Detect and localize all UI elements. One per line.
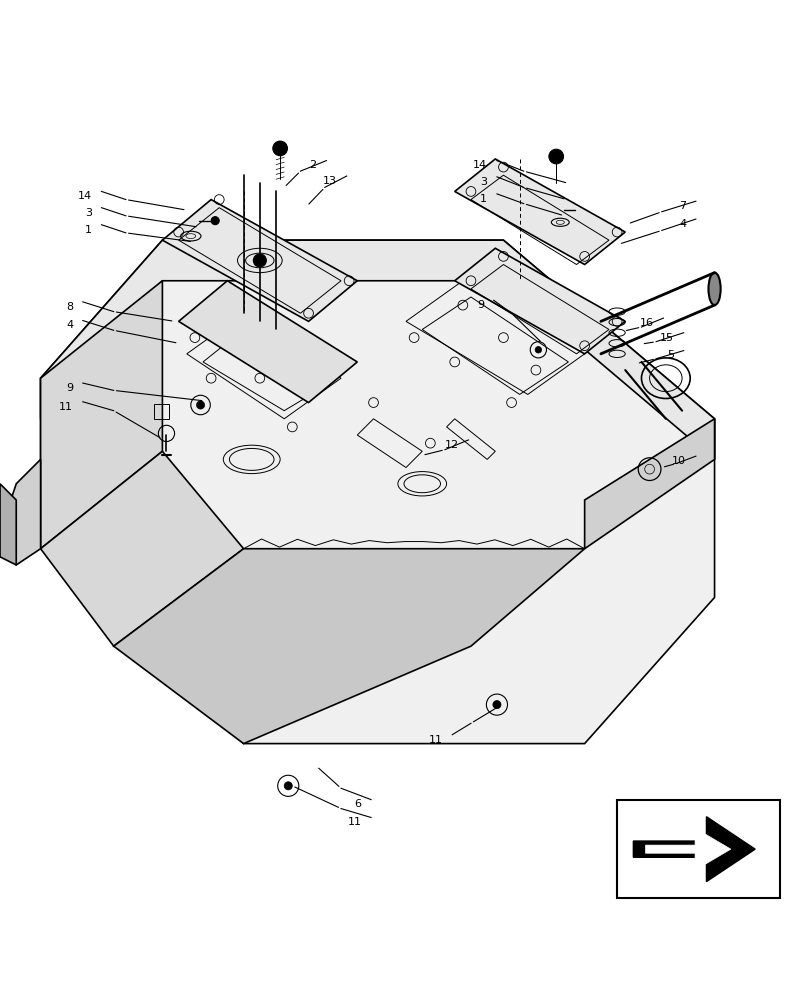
Bar xyxy=(616,800,779,898)
Text: 1: 1 xyxy=(479,194,487,204)
Polygon shape xyxy=(114,549,584,744)
Text: 14: 14 xyxy=(78,191,92,201)
Text: 6: 6 xyxy=(354,799,361,809)
Text: 4: 4 xyxy=(66,320,73,330)
Polygon shape xyxy=(0,459,41,565)
Ellipse shape xyxy=(707,273,720,305)
Text: 7: 7 xyxy=(678,201,685,211)
Text: 2: 2 xyxy=(309,160,316,170)
Bar xyxy=(154,404,169,419)
Circle shape xyxy=(196,401,204,409)
Circle shape xyxy=(492,701,500,709)
Circle shape xyxy=(284,782,292,790)
Text: 9: 9 xyxy=(66,383,73,393)
Text: 4: 4 xyxy=(678,219,685,229)
Circle shape xyxy=(272,141,287,156)
Circle shape xyxy=(548,149,563,164)
Text: 11: 11 xyxy=(59,402,73,412)
Text: 1: 1 xyxy=(84,225,92,235)
Polygon shape xyxy=(41,281,162,549)
Circle shape xyxy=(253,254,266,267)
Text: 12: 12 xyxy=(444,440,458,450)
Text: 3: 3 xyxy=(479,177,487,187)
Text: 10: 10 xyxy=(672,456,685,466)
Polygon shape xyxy=(645,828,730,870)
Polygon shape xyxy=(0,484,16,565)
Polygon shape xyxy=(162,200,357,321)
Polygon shape xyxy=(41,451,243,646)
Text: 15: 15 xyxy=(659,333,673,343)
Polygon shape xyxy=(41,240,714,744)
Text: 3: 3 xyxy=(84,208,92,218)
Text: 14: 14 xyxy=(473,160,487,170)
Polygon shape xyxy=(454,248,624,354)
Polygon shape xyxy=(633,817,754,882)
Text: 11: 11 xyxy=(428,735,442,745)
Text: 11: 11 xyxy=(347,817,361,827)
Polygon shape xyxy=(41,240,714,459)
Circle shape xyxy=(211,217,219,225)
Text: 16: 16 xyxy=(639,318,653,328)
Text: 9: 9 xyxy=(476,300,483,310)
Text: 5: 5 xyxy=(666,350,673,360)
Polygon shape xyxy=(584,419,714,549)
Circle shape xyxy=(534,347,541,353)
Text: 13: 13 xyxy=(323,176,337,186)
Polygon shape xyxy=(178,281,357,403)
Text: 8: 8 xyxy=(66,302,73,312)
Polygon shape xyxy=(454,159,624,265)
